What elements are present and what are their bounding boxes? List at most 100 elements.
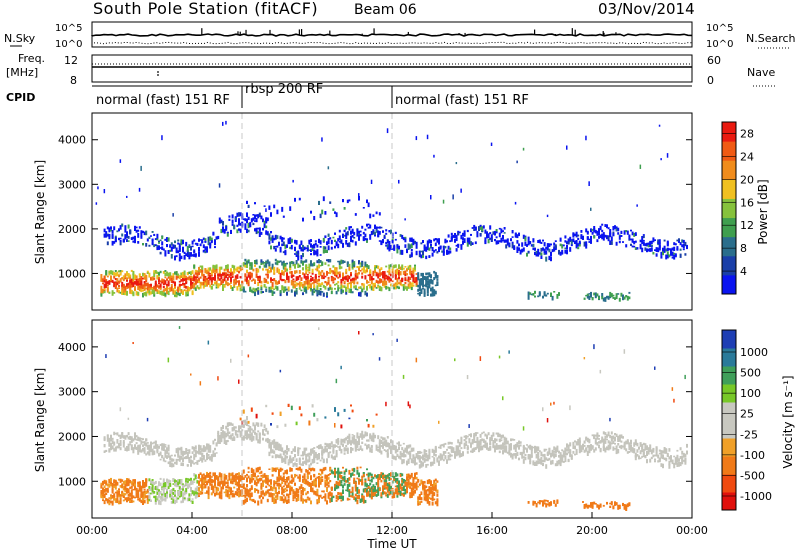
data-cell — [348, 264, 350, 267]
data-cell — [294, 446, 296, 449]
data-cell — [310, 253, 312, 255]
data-cell — [352, 291, 354, 293]
data-cell — [616, 242, 618, 246]
data-cell — [276, 246, 278, 248]
data-cell — [272, 412, 274, 414]
data-cell — [128, 225, 130, 229]
data-cell — [320, 285, 322, 287]
sparse-cell — [96, 202, 98, 204]
data-cell — [257, 490, 259, 494]
sparse-cell — [208, 341, 210, 345]
data-cell — [320, 460, 322, 462]
data-cell — [278, 269, 280, 272]
data-cell — [270, 423, 272, 426]
data-cell — [155, 481, 157, 484]
data-cell — [209, 445, 211, 449]
data-cell — [126, 291, 128, 296]
data-cell — [268, 261, 270, 266]
data-cell — [356, 289, 358, 291]
sparse-cell — [321, 137, 323, 141]
data-cell — [368, 203, 370, 208]
data-cell — [358, 489, 360, 494]
data-cell — [228, 432, 230, 435]
data-cell — [507, 238, 509, 243]
data-cell — [344, 409, 346, 412]
data-cell — [540, 252, 542, 255]
data-cell — [254, 202, 256, 204]
data-cell — [256, 218, 258, 222]
sparse-cell — [491, 143, 493, 146]
data-cell — [544, 242, 546, 246]
data-cell — [366, 419, 368, 421]
data-cell — [192, 451, 194, 454]
data-cell — [288, 276, 290, 278]
data-cell — [611, 236, 613, 241]
data-cell — [326, 250, 328, 253]
data-cell — [499, 233, 501, 238]
data-cell — [312, 404, 314, 407]
data-cell — [272, 474, 274, 476]
data-cell — [233, 436, 235, 438]
data-cell — [228, 494, 230, 499]
data-cell — [430, 240, 432, 243]
data-cell — [254, 280, 256, 283]
data-cell — [368, 424, 370, 428]
data-cell — [320, 240, 322, 244]
data-cell — [622, 241, 624, 243]
data-cell — [361, 290, 363, 292]
data-cell — [214, 243, 216, 245]
data-cell — [260, 232, 262, 235]
data-cell — [364, 234, 366, 238]
data-cell — [104, 438, 106, 442]
data-cell — [352, 487, 354, 489]
data-cell — [201, 266, 203, 271]
data-cell — [260, 499, 262, 503]
data-cell — [222, 425, 224, 429]
data-cell — [550, 244, 552, 246]
data-cell — [172, 459, 174, 462]
data-cell — [124, 225, 126, 230]
data-cell — [120, 272, 122, 276]
data-cell — [182, 240, 184, 245]
data-cell — [435, 243, 437, 247]
data-cell — [534, 291, 536, 294]
data-cell — [560, 238, 562, 242]
data-cell — [227, 440, 229, 442]
data-cell — [292, 477, 294, 479]
data-cell — [364, 229, 366, 231]
data-cell — [601, 224, 603, 226]
data-cell — [139, 481, 141, 483]
sparse-cell — [200, 381, 202, 385]
data-cell — [654, 239, 656, 241]
data-cell — [660, 255, 662, 259]
data-cell — [105, 271, 107, 276]
data-cell — [566, 245, 568, 250]
data-cell — [504, 227, 506, 230]
beam-label: Beam 06 — [354, 2, 417, 18]
data-cell — [464, 238, 466, 243]
sparse-cell — [460, 189, 462, 193]
data-cell — [188, 497, 190, 499]
data-cell — [236, 436, 238, 438]
data-cell — [208, 454, 210, 456]
data-cell — [344, 472, 346, 475]
sparse-cell — [222, 122, 224, 126]
data-cell — [260, 289, 262, 291]
data-cell — [392, 271, 394, 273]
data-cell — [108, 292, 110, 294]
data-cell — [248, 217, 250, 219]
data-cell — [304, 473, 306, 477]
data-cell — [321, 282, 323, 285]
data-cell — [284, 460, 286, 464]
data-cell — [212, 232, 214, 235]
data-cell — [395, 239, 397, 241]
sparse-cell — [433, 155, 435, 158]
data-cell — [579, 242, 581, 244]
sparse-cell — [516, 161, 518, 164]
data-cell — [113, 493, 115, 497]
data-cell — [308, 267, 310, 272]
data-cell — [184, 271, 186, 275]
data-cell — [171, 254, 173, 259]
data-cell — [240, 276, 242, 278]
data-cell — [148, 273, 150, 278]
